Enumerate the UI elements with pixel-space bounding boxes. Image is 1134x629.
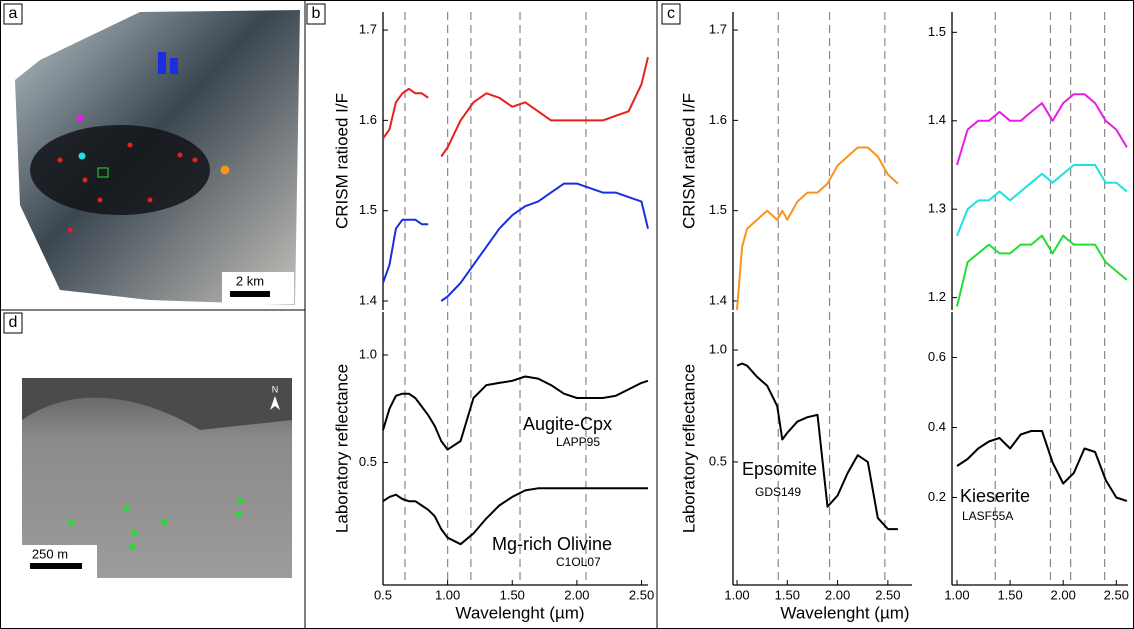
panel-label-box [306,3,326,25]
x-tick-label: 1.50 [500,587,525,602]
x-tick-label: 2.00 [825,587,850,602]
panel-label: a [9,5,18,22]
north-arrow [270,396,280,410]
x-tick-label: 1.00 [435,587,460,602]
panel-label: b [312,5,321,22]
panel-label-box [3,3,23,25]
panel-label-box [661,3,681,25]
x-tick-label: 2.50 [629,587,654,602]
y-tick-label: 1.0 [359,346,377,361]
x-axis-label: Wavelenght (µm) [780,603,909,622]
charts: 1.4 1.5 1.6 1.7 CRISM ratioed I/F 0.5 1.0 0.5 1.… [332,12,1129,622]
sample-label: C1OL07 [556,555,601,569]
x-tick-label: 1.50 [775,587,800,602]
spectrum-line [382,487,648,546]
series-label: Augite-Cpx [523,414,612,434]
y-tick-label: 1.7 [359,21,377,36]
scale-bar [30,563,82,569]
series-label: Kieserite [960,486,1030,506]
y-tick-label: 1.5 [359,202,377,217]
spectrum-line [382,375,649,451]
x-tick-label: 2.50 [875,587,900,602]
y-axis-label: CRISM ratioed I/F [679,93,698,229]
blue-detections [158,52,178,74]
scale-bar [230,291,270,297]
y-tick-label: 1.2 [928,289,946,304]
spectrum-line [956,430,1128,502]
panel-label: d [9,314,18,331]
spectrum-line [736,362,898,531]
y-tick-label: 1.4 [709,292,727,307]
red-detections [57,142,198,233]
y-axis-label: Laboratory reflectance [679,364,698,533]
ridge [22,378,292,430]
x-tick-label: 2.50 [1104,587,1129,602]
series-label: Mg-rich Olivine [492,534,612,554]
y-tick-label: 1.6 [359,112,377,127]
spectrum-line [956,164,1128,237]
series-label: Epsomite [742,459,817,479]
scale-label: 250 m [32,546,68,561]
x-tick-label: 2.00 [564,587,589,602]
x-axis-label: Wavelenght (µm) [455,603,584,622]
cyan-site [78,152,86,160]
y-tick-label: 1.0 [709,341,727,356]
y-tick-label: 1.4 [359,292,377,307]
dark-region [30,125,210,215]
north-label: N [272,384,279,394]
sample-label: GDS149 [755,485,801,499]
spectrum-line [956,234,1128,307]
y-tick-label: 0.2 [928,489,946,504]
y-tick-label: 0.4 [928,419,946,434]
y-tick-label: 1.6 [709,112,727,127]
y-tick-label: 1.5 [709,202,727,217]
panel-label: c [667,5,675,22]
spectrum-line [382,56,649,158]
scale-box [222,272,294,304]
y-tick-label: 0.6 [928,349,946,364]
sample-label: LASF55A [962,509,1013,523]
x-tick-label: 2.00 [1051,587,1076,602]
y-axis-label: CRISM ratioed I/F [332,93,351,229]
y-axis-label: Laboratory reflectance [332,364,351,533]
orange-site [220,165,230,175]
x-tick-label: 1.00 [724,587,749,602]
y-tick-label: 0.5 [359,454,377,469]
sample-label: LAPP95 [556,435,600,449]
spectrum-line [956,93,1128,166]
y-tick-label: 0.5 [709,453,727,468]
x-tick-label: 1.50 [997,587,1022,602]
x-tick-label: 1.00 [944,587,969,602]
y-tick-label: 1.5 [928,24,946,39]
y-tick-label: 1.3 [928,201,946,216]
scale-label: 2 km [236,273,264,288]
magenta-site [76,114,84,122]
x-tick-label: 0.5 [374,587,392,602]
location-box [97,167,109,178]
green-detections [68,498,243,550]
panel-label-box [3,312,23,334]
spectrum-line [736,146,899,311]
y-tick-label: 1.7 [709,21,727,36]
y-tick-label: 1.4 [928,112,946,127]
spectrum-line [382,182,649,302]
scale-box [22,545,97,578]
